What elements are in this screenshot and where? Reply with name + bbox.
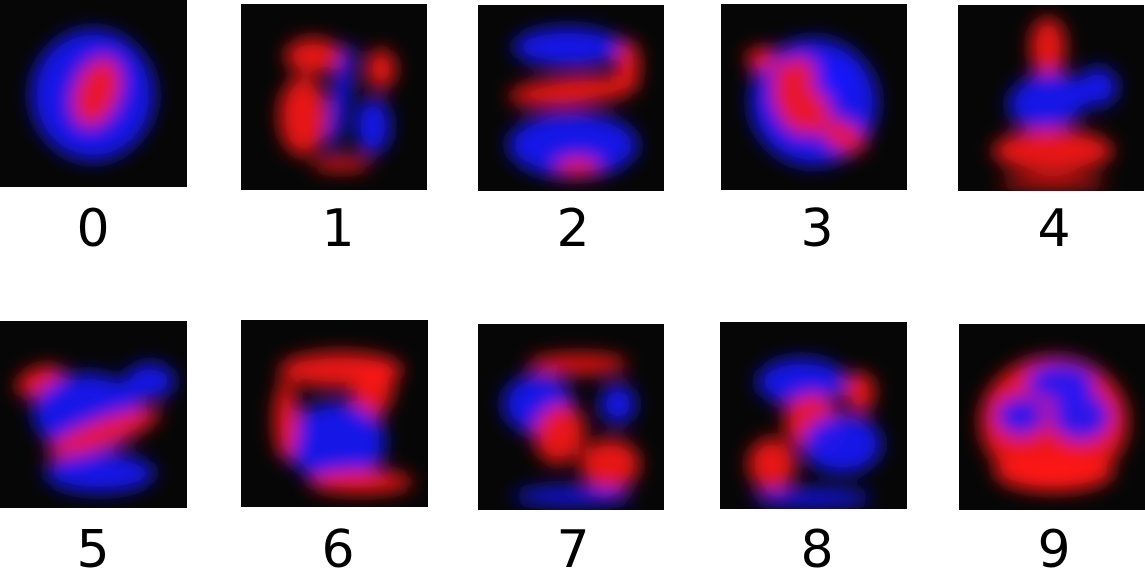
weight-blob	[820, 118, 866, 154]
weight-blob	[508, 112, 638, 178]
digit-label: 5	[76, 520, 109, 575]
weight-image	[0, 321, 187, 508]
weight-image	[478, 5, 664, 191]
weight-image	[959, 324, 1145, 510]
weight-blob	[757, 358, 847, 406]
weight-blob	[580, 439, 640, 489]
weight-blob	[309, 470, 413, 494]
weight-blob	[534, 404, 586, 464]
weight-blob	[994, 452, 1114, 492]
weight-blob	[355, 98, 391, 154]
weight-blob	[513, 487, 633, 505]
weight-blob	[45, 453, 155, 493]
weight-blob	[286, 402, 386, 482]
weight-blob	[998, 177, 1108, 189]
weight-blob	[274, 380, 298, 460]
weight-blob	[993, 129, 1113, 173]
weight-blob	[366, 49, 396, 89]
weight-image	[958, 5, 1144, 191]
weight-blob	[802, 414, 882, 474]
weight-image	[241, 4, 427, 190]
digit-label: 2	[556, 199, 589, 259]
weight-blob	[327, 41, 355, 151]
weight-blob	[1008, 72, 1088, 130]
weight-image	[0, 0, 187, 187]
digit-label: 6	[321, 520, 354, 575]
weight-blob	[528, 354, 628, 374]
weight-blob	[47, 408, 161, 458]
weight-blob	[1078, 67, 1118, 107]
weight-blob	[556, 158, 600, 176]
weight-blob	[279, 76, 327, 156]
weight-blob	[813, 60, 853, 100]
weight-blob	[351, 362, 395, 422]
digit-label: 7	[556, 520, 589, 575]
weight-blob	[513, 27, 623, 67]
weight-blob	[1051, 391, 1111, 441]
digit-label: 3	[800, 199, 833, 259]
weight-blob	[125, 363, 175, 399]
weight-image	[720, 322, 907, 509]
weight-image	[721, 4, 907, 190]
weight-blob	[311, 157, 371, 171]
weight-image	[478, 324, 664, 510]
weight-blob	[508, 75, 638, 107]
weight-blob	[616, 40, 640, 90]
weight-blob	[748, 438, 796, 490]
weight-blob	[285, 38, 341, 74]
weight-blob	[600, 384, 636, 424]
digit-label: 1	[321, 199, 354, 259]
weight-blob	[845, 372, 875, 412]
digit-label: 0	[76, 199, 109, 259]
digit-label: 8	[800, 520, 833, 575]
digit-label: 4	[1037, 199, 1070, 259]
weight-image	[241, 320, 428, 507]
weight-blob	[72, 57, 122, 127]
weight-blob	[996, 396, 1046, 436]
weight-blob	[752, 489, 872, 507]
weight-blob	[746, 47, 776, 71]
weight-blob	[1030, 17, 1066, 77]
digit-label: 9	[1037, 520, 1070, 575]
